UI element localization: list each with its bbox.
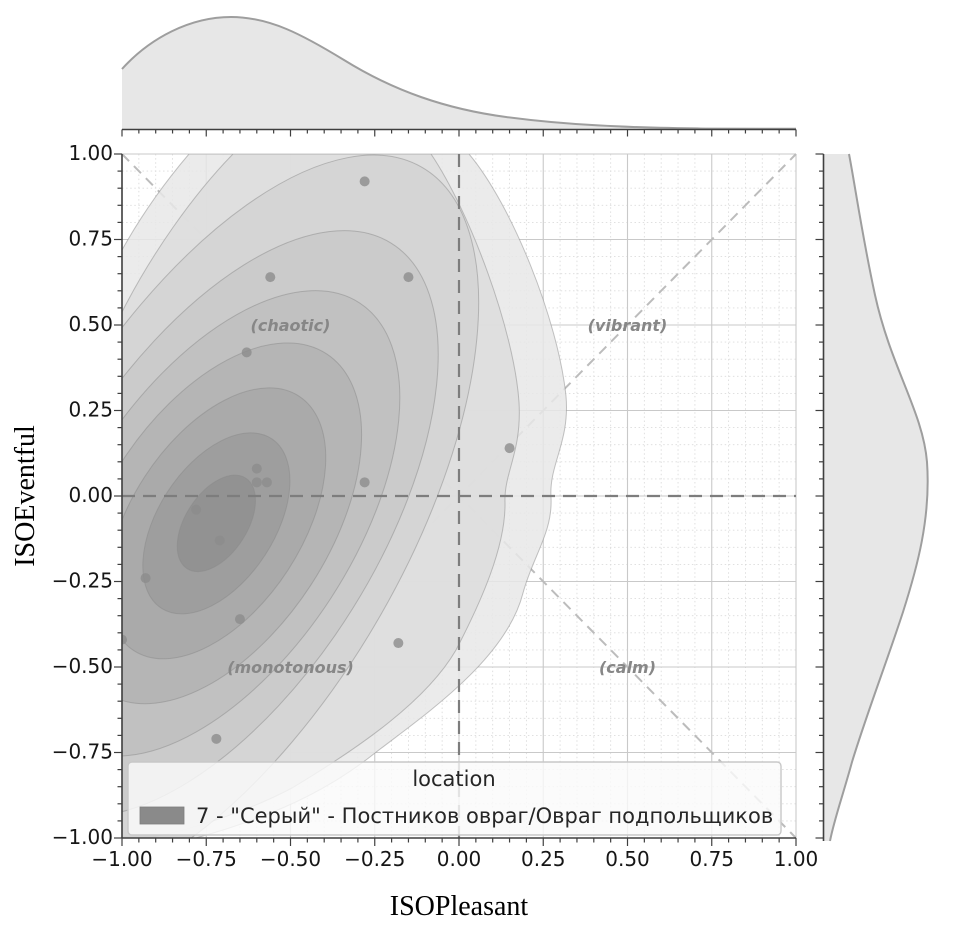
- y-tick-label: 0.50: [68, 312, 113, 336]
- scatter-point: [214, 535, 225, 546]
- quadrant-label-vibrant: (vibrant): [588, 316, 668, 335]
- scatter-point: [359, 477, 370, 488]
- legend-title: location: [412, 767, 495, 791]
- scatter-point: [140, 573, 151, 584]
- x-tick-label: 0.75: [689, 847, 734, 871]
- scatter-point: [241, 347, 252, 358]
- scatter-point: [504, 443, 515, 454]
- x-tick-label: 0.50: [605, 847, 650, 871]
- legend: location 7 - "Серый" - Постников овраг/О…: [127, 761, 782, 836]
- y-tick-label: −0.50: [52, 654, 113, 678]
- right-marginal-curve: [829, 153, 929, 842]
- top-marginal-curve: [121, 15, 797, 130]
- scatter-point: [234, 614, 245, 625]
- scatter-point: [403, 272, 414, 283]
- y-tick-label: −0.25: [52, 569, 113, 593]
- quadrant-label-calm: (calm): [599, 658, 656, 677]
- y-tick-label: −1.00: [52, 825, 113, 849]
- y-tick-label: 0.00: [68, 483, 113, 507]
- scatter-point: [265, 272, 276, 283]
- legend-box: [127, 761, 782, 836]
- scatter-point: [122, 634, 127, 645]
- x-tick-label: −1.00: [91, 847, 152, 871]
- x-tick-label: −0.50: [260, 847, 321, 871]
- quadrant-label-chaotic: (chaotic): [251, 316, 331, 335]
- x-tick-label: −0.25: [344, 847, 405, 871]
- scatter-point: [191, 504, 202, 515]
- right-marginal-fill: [823, 154, 928, 841]
- y-tick-label: 1.00: [68, 141, 113, 165]
- legend-swatch: [139, 806, 185, 825]
- center-cross-lines: [122, 154, 796, 838]
- y-tick-label: −0.75: [52, 740, 113, 764]
- kde-contour-level: [176, 474, 256, 573]
- quadrant-label-monotonous: (monotonous): [227, 658, 354, 677]
- scatter-point: [393, 638, 404, 649]
- x-axis-title: ISOPleasant: [390, 891, 529, 922]
- y-tick-label: 0.75: [68, 227, 113, 251]
- scatter-layer: [122, 176, 515, 744]
- right-marginal-density: [823, 153, 929, 842]
- scatter-point: [251, 477, 262, 488]
- top-marginal-density: [121, 15, 797, 130]
- scatter-point: [261, 477, 272, 488]
- scatter-point: [211, 733, 222, 744]
- scatter-point: [359, 176, 370, 187]
- y-axis-title: ISOEventful: [10, 425, 41, 567]
- x-tick-label: 0.25: [521, 847, 566, 871]
- x-tick-label: −0.75: [176, 847, 237, 871]
- kde-contour-layer: [122, 154, 568, 838]
- y-tick-label: 0.25: [68, 398, 113, 422]
- x-tick-label: 1.00: [774, 847, 819, 871]
- top-marginal-fill: [122, 17, 796, 129]
- legend-entry-label: 7 - "Серый" - Постников овраг/Овраг подп…: [196, 804, 773, 828]
- scatter-point: [251, 463, 262, 474]
- x-tick-label: 0.00: [437, 847, 482, 871]
